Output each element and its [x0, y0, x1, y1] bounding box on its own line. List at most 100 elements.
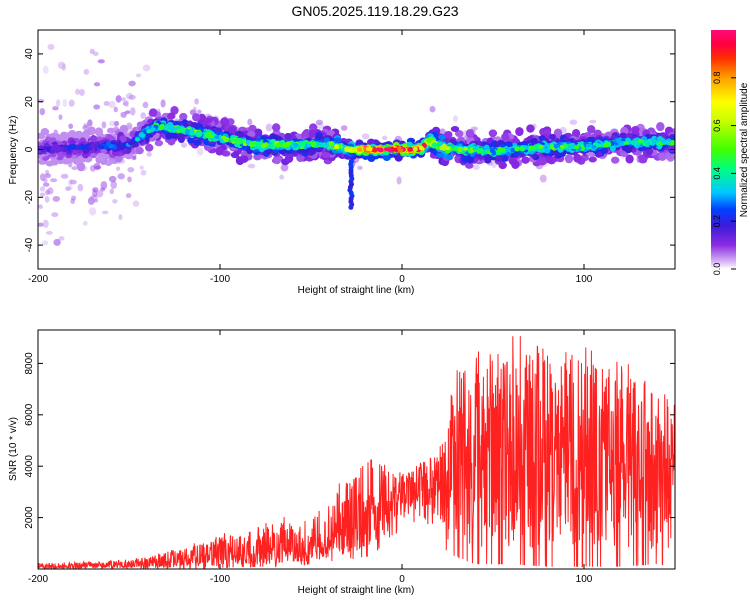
heatmap-cell — [173, 120, 181, 127]
heatmap-cell — [50, 178, 58, 183]
heatmap-cell — [382, 153, 391, 162]
heatmap-cell — [75, 88, 80, 95]
heatmap-cell — [284, 154, 294, 163]
heatmap-cell — [340, 125, 348, 131]
y-tick-label: 6000 — [24, 403, 35, 426]
heatmap-cell — [176, 128, 182, 134]
heatmap-cell — [412, 146, 418, 152]
heatmap-cell — [42, 182, 50, 187]
heatmap-cell — [197, 109, 202, 114]
heatmap-cell — [139, 165, 144, 170]
heatmap-cell — [160, 99, 166, 108]
heatmap-cell — [115, 95, 122, 103]
heatmap-cell — [38, 204, 43, 209]
heatmap-cell — [275, 142, 281, 148]
colorbar-tick-label: 0.6 — [712, 119, 722, 132]
heatmap-cell — [132, 200, 140, 207]
heatmap-cell — [548, 133, 557, 140]
heatmap-cell — [101, 210, 109, 215]
heatmap-cell — [195, 131, 201, 136]
heatmap-cell — [585, 143, 591, 148]
colorbar-tick-label: 0.8 — [712, 72, 722, 85]
heatmap-cell — [497, 146, 503, 152]
heatmap-cell — [77, 183, 84, 192]
heatmap-cell — [159, 124, 165, 130]
heatmap-cell — [214, 135, 220, 140]
heatmap-cell — [501, 133, 510, 141]
heatmap-cell — [260, 143, 267, 149]
heatmap-cell — [149, 108, 158, 117]
heatmap-cell — [453, 115, 458, 123]
heatmap-cell — [179, 112, 188, 121]
heatmap-cell — [114, 155, 123, 163]
heatmap-cell — [221, 150, 231, 157]
heatmap-cell — [71, 148, 78, 156]
spectrogram-heat-layer — [38, 43, 675, 246]
heatmap-cell — [668, 145, 675, 153]
heatmap-cell — [286, 141, 292, 146]
heatmap-cell — [462, 146, 469, 151]
colorbar-tick-label: 0.0 — [712, 263, 722, 276]
heatmap-cell — [55, 99, 61, 107]
heatmap-cell — [455, 129, 464, 138]
heatmap-cell — [472, 164, 480, 171]
spectrogram-y-axis-label: Frequency (Hz) — [8, 116, 19, 185]
heatmap-cell — [328, 140, 334, 147]
heatmap-cell — [38, 222, 44, 227]
heatmap-cell — [51, 212, 59, 218]
heatmap-cell — [221, 135, 227, 140]
heatmap-cell — [426, 137, 432, 144]
heatmap-cell — [132, 155, 137, 161]
heatmap-cell — [559, 144, 565, 149]
heatmap-cell — [489, 147, 495, 154]
heatmap-cell — [42, 155, 50, 161]
heatmap-cell — [254, 128, 263, 138]
heatmap-cell — [300, 141, 306, 148]
heatmap-cell — [457, 146, 463, 153]
heatmap-cell — [230, 151, 240, 159]
heatmap-cell — [68, 129, 77, 139]
heatmap-cell — [47, 43, 55, 51]
heatmap-cell — [60, 173, 69, 179]
heatmap-cell — [247, 131, 256, 138]
x-tick-label: 0 — [399, 274, 405, 285]
heatmap-cell — [465, 162, 474, 169]
heatmap-cell — [334, 137, 342, 143]
heatmap-cell — [190, 121, 198, 128]
heatmap-cell — [39, 108, 46, 116]
heatmap-cell — [445, 146, 451, 151]
heatmap-cell — [381, 135, 388, 141]
colorbar-label: Normalized spectral amplitude — [739, 82, 750, 217]
heatmap-cell — [249, 141, 255, 146]
heatmap-cell — [154, 139, 164, 147]
heatmap-cell — [567, 144, 573, 150]
heatmap-cell — [393, 147, 399, 153]
heatmap-cell — [247, 163, 256, 169]
heatmap-cell — [187, 137, 195, 144]
heatmap-cell — [505, 147, 511, 153]
heatmap-cell — [119, 135, 127, 142]
heatmap-cell — [134, 137, 141, 142]
heatmap-cell — [544, 156, 553, 163]
x-tick-label: -200 — [28, 274, 48, 285]
heatmap-cell — [70, 198, 76, 205]
y-tick-label: 4000 — [24, 455, 35, 478]
heatmap-cell — [108, 100, 116, 109]
heatmap-cell — [62, 98, 68, 108]
heatmap-cell — [92, 51, 99, 57]
heatmap-cell — [120, 142, 127, 147]
heatmap-cell — [589, 119, 597, 124]
heatmap-cell — [93, 104, 101, 110]
heatmap-cell — [625, 154, 634, 164]
heatmap-cell — [591, 145, 597, 149]
heatmap-cell — [387, 147, 393, 153]
heatmap-cell — [92, 189, 98, 198]
y-tick-label: -20 — [24, 190, 35, 205]
heatmap-cell — [322, 151, 331, 158]
heatmap-cell — [65, 186, 71, 192]
y-tick-label: 40 — [24, 48, 35, 60]
heatmap-cell — [140, 169, 147, 176]
heatmap-cell — [117, 173, 126, 180]
heatmap-cell — [310, 141, 316, 147]
